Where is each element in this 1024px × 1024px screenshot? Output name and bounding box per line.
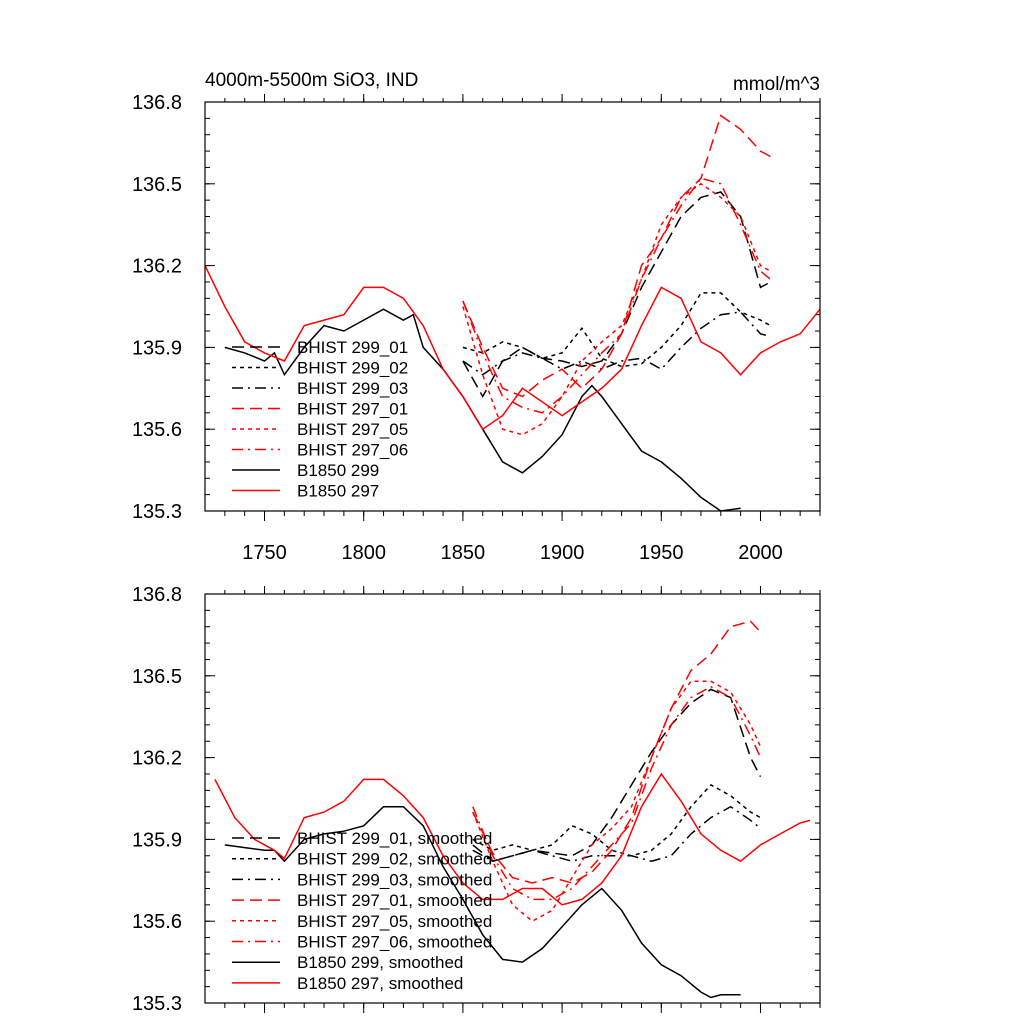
y-tick-label: 136.8 <box>132 92 182 114</box>
series-line <box>462 311 771 376</box>
y-tick-label: 136.5 <box>132 666 182 688</box>
x-tick-label: 1900 <box>540 542 585 564</box>
legend-label: BHIST 297_01, smoothed <box>297 891 492 910</box>
legend-label: B1850 297 <box>297 482 379 501</box>
legend-label: B1850 297, smoothed <box>297 974 463 993</box>
legend-label: BHIST 297_05 <box>297 420 408 439</box>
legend-label: B1850 299 <box>297 461 379 480</box>
series-line <box>462 182 771 436</box>
y-tick-label: 136.2 <box>132 256 182 278</box>
legend-label: BHIST 299_02, smoothed <box>297 850 492 869</box>
y-tick-label: 135.9 <box>132 337 182 359</box>
legend-label: BHIST 299_01 <box>297 338 408 357</box>
series-line <box>472 805 761 863</box>
series-line <box>462 292 771 368</box>
series-line <box>472 620 762 884</box>
x-tick-label: 1750 <box>242 542 287 564</box>
legend-label: BHIST 299_02 <box>297 359 408 378</box>
units-label: mmol/m^3 <box>733 74 820 95</box>
series-line <box>472 680 762 923</box>
legend-label: BHIST 297_05, smoothed <box>297 912 492 931</box>
y-tick-label: 135.3 <box>132 501 182 523</box>
series-line <box>472 688 762 863</box>
legend-label: BHIST 299_01, smoothed <box>297 829 492 848</box>
series-line <box>462 177 771 414</box>
top-panel: 4000m-5500m SiO3, IND mmol/m^3 135.3 135.… <box>132 70 821 564</box>
y-tick-label: 135.6 <box>132 419 182 441</box>
bottom-panel: 135.3 135.6 135.9 136.2 136.5 136.8 BHIST 299… <box>132 584 821 1015</box>
series-line <box>462 114 771 398</box>
y-tick-label: 136.5 <box>132 174 182 196</box>
legend-label: BHIST 299_03 <box>297 379 408 398</box>
series-line <box>224 805 741 999</box>
x-tick-label: 1800 <box>341 542 386 564</box>
x-tick-label: 1950 <box>639 542 684 564</box>
y-tick-label: 135.3 <box>132 993 182 1015</box>
x-tick-label: 2000 <box>738 542 783 564</box>
legend-label: BHIST 297_01 <box>297 400 408 419</box>
series-line <box>472 685 762 901</box>
y-tick-label: 135.6 <box>132 911 182 933</box>
series-line <box>462 191 771 399</box>
series-line <box>204 265 821 431</box>
legend-label: B1850 299, smoothed <box>297 953 463 972</box>
series-line <box>472 783 761 857</box>
y-tick-label: 136.8 <box>132 584 182 606</box>
plot-frame-bottom <box>204 593 821 1004</box>
plot-frame-top <box>204 101 821 512</box>
series-line <box>214 772 811 906</box>
legend-label: BHIST 297_06 <box>297 441 408 460</box>
legend-label: BHIST 297_06, smoothed <box>297 933 492 952</box>
legend-label: BHIST 299_03, smoothed <box>297 870 492 889</box>
y-tick-label: 136.2 <box>132 748 182 770</box>
x-tick-label: 1850 <box>441 542 486 564</box>
y-tick-label: 135.9 <box>132 829 182 851</box>
chart-title: 4000m-5500m SiO3, IND <box>205 70 418 91</box>
